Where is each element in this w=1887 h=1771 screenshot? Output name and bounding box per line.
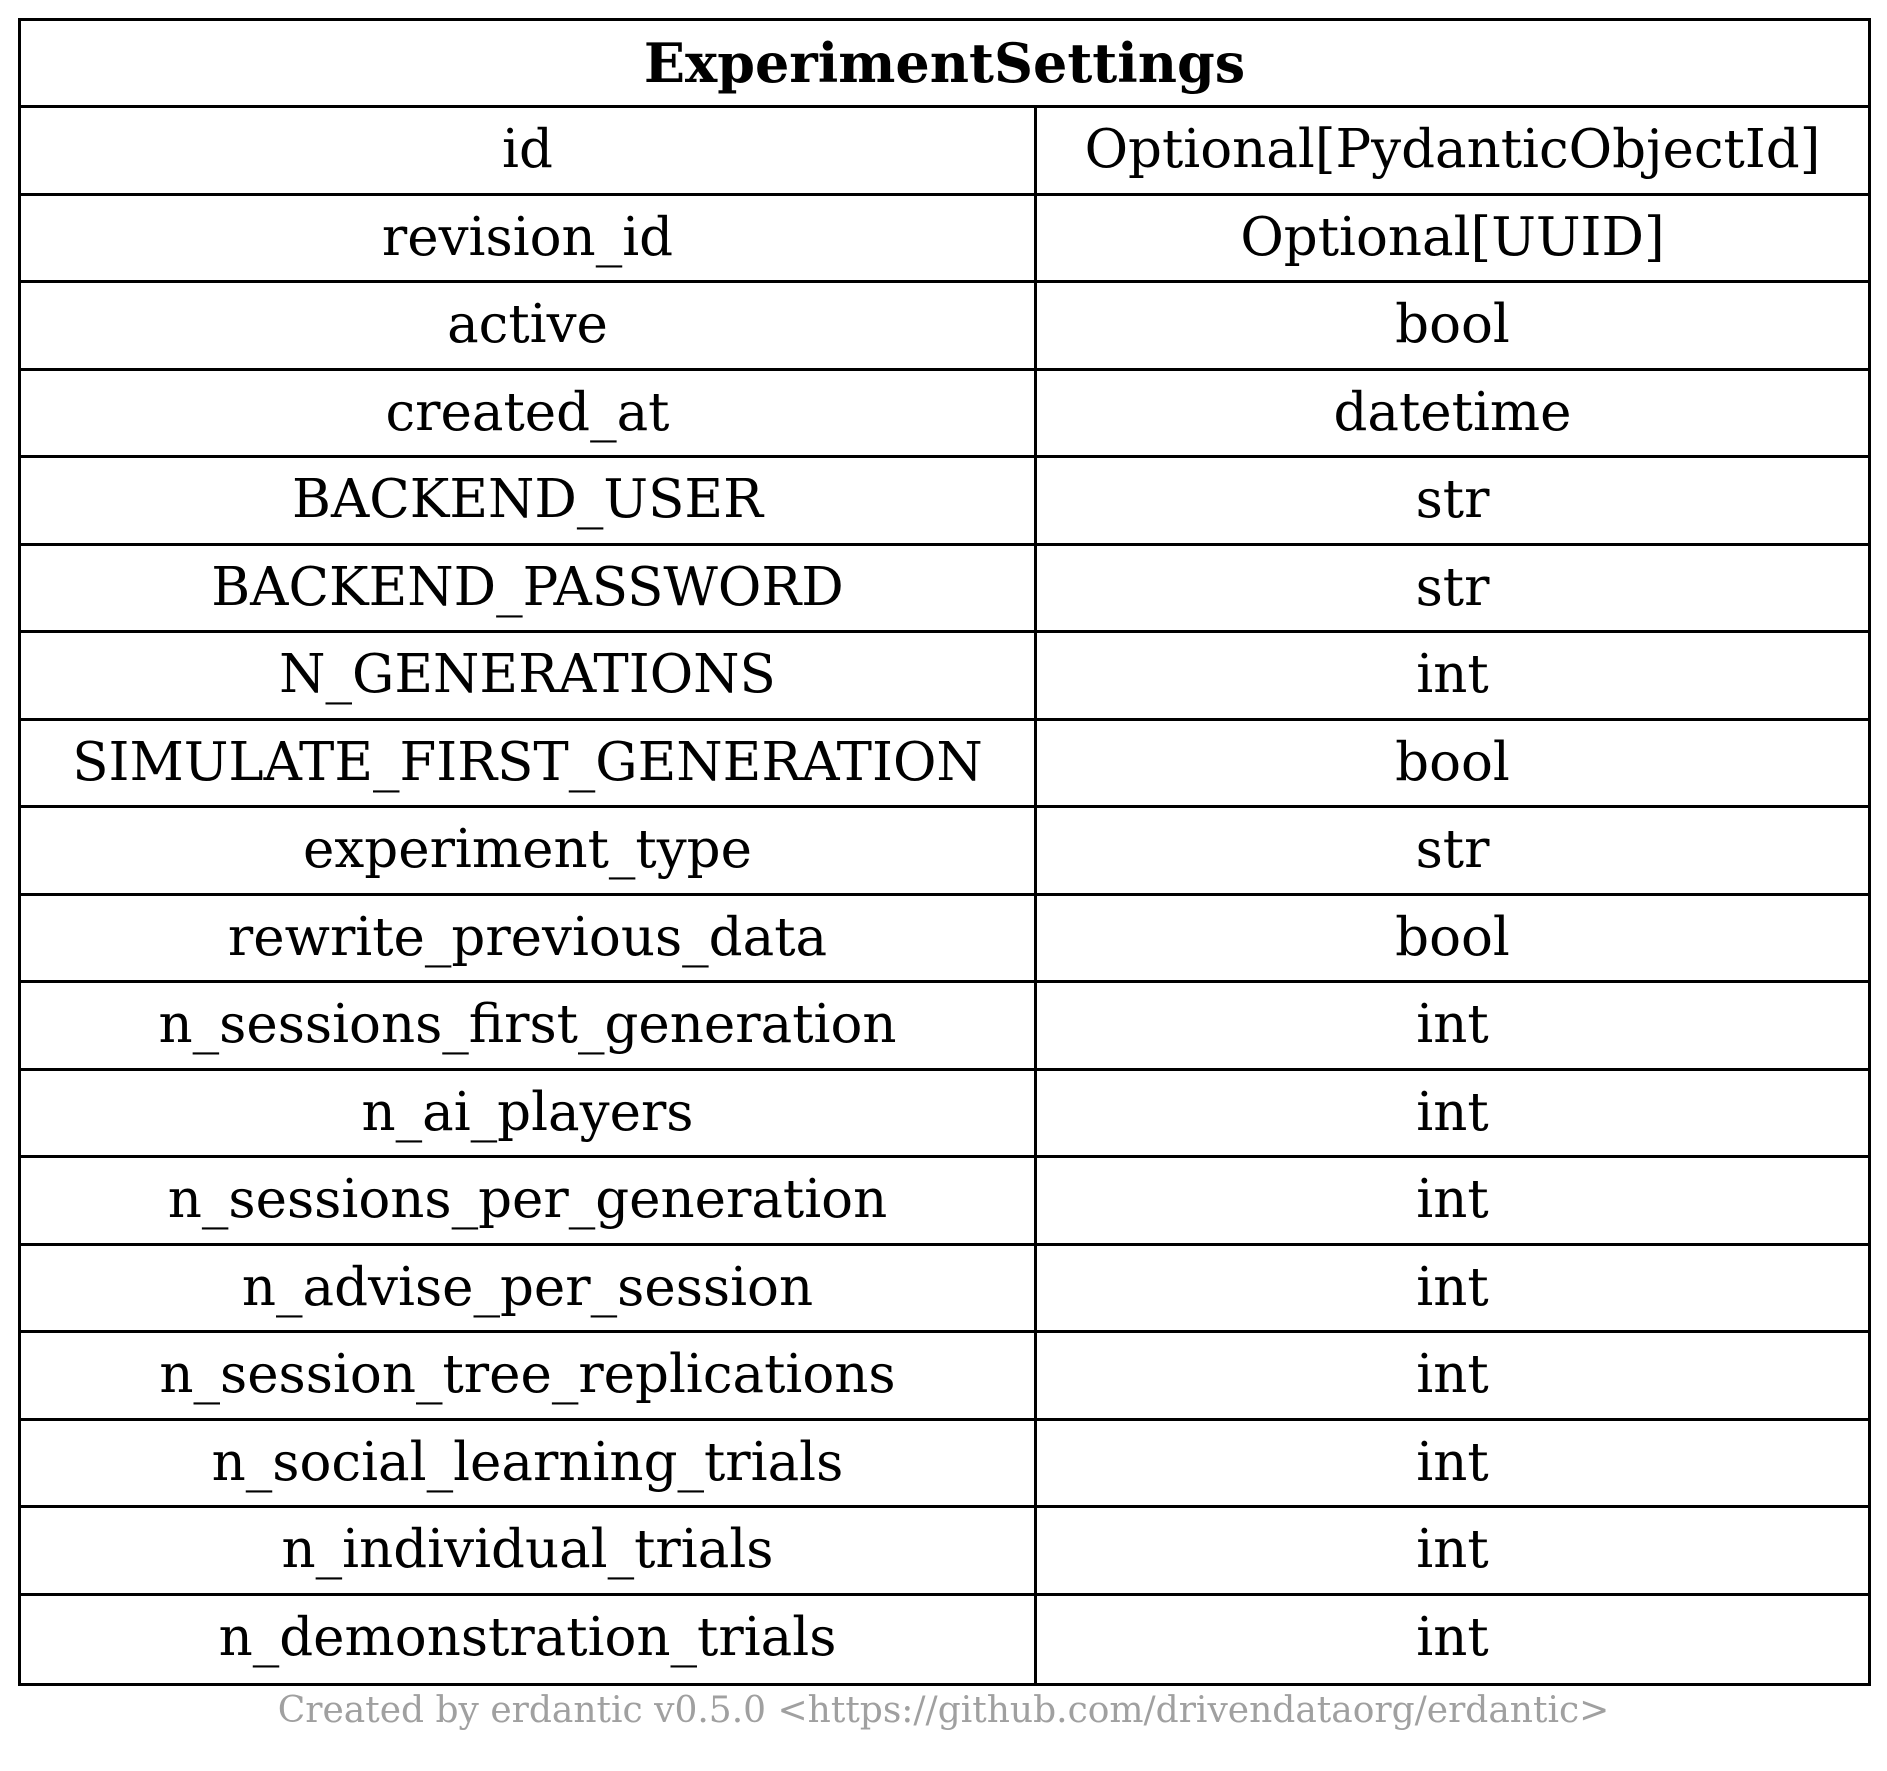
- field-type: int: [1416, 1431, 1489, 1493]
- field-type: datetime: [1333, 381, 1572, 443]
- field-type: int: [1416, 1256, 1489, 1318]
- field-type: bool: [1395, 906, 1510, 968]
- field-type: Optional[UUID]: [1240, 206, 1665, 268]
- field-type: int: [1416, 1344, 1489, 1405]
- field-name: n_individual_trials: [21, 1508, 1037, 1593]
- field-name: n_advise_per_session: [21, 1245, 1037, 1330]
- field-row: n_session_tree_replications int: [21, 1333, 1868, 1421]
- field-type: int: [1416, 1169, 1489, 1230]
- field-name: BACKEND_PASSWORD: [21, 545, 1037, 630]
- field-type: int: [1416, 1519, 1489, 1580]
- field-row: N_GENERATIONS int: [21, 633, 1868, 721]
- field-type: str: [1415, 556, 1490, 618]
- field-type: int: [1416, 1081, 1489, 1143]
- field-name: n_social_learning_trials: [21, 1420, 1037, 1505]
- field-type: bool: [1395, 731, 1510, 793]
- field-name: SIMULATE_FIRST_GENERATION: [21, 720, 1037, 805]
- field-type: int: [1416, 1606, 1489, 1668]
- field-name: N_GENERATIONS: [21, 633, 1037, 718]
- field-type: bool: [1395, 294, 1510, 355]
- field-row: n_social_learning_trials int: [21, 1420, 1868, 1508]
- field-name: BACKEND_USER: [21, 458, 1037, 543]
- field-row: n_sessions_per_generation int: [21, 1158, 1868, 1246]
- entity-title: ExperimentSettings: [21, 21, 1868, 108]
- field-type: int: [1416, 644, 1489, 705]
- field-name: n_ai_players: [21, 1070, 1037, 1155]
- field-row: n_individual_trials int: [21, 1508, 1868, 1596]
- field-name: n_sessions_per_generation: [21, 1158, 1037, 1243]
- footer-credit: Created by erdantic v0.5.0 <https://gith…: [277, 1690, 1610, 1731]
- field-type: Optional[PydanticObjectId]: [1084, 119, 1821, 180]
- field-name: experiment_type: [21, 808, 1037, 893]
- field-list: id Optional[PydanticObjectId] revision_id O…: [21, 108, 1868, 1683]
- field-row: n_ai_players int: [21, 1070, 1868, 1158]
- field-row: n_sessions_first_generation int: [21, 983, 1868, 1071]
- field-row: SIMULATE_FIRST_GENERATION bool: [21, 720, 1868, 808]
- field-name: active: [21, 283, 1037, 368]
- field-name: n_session_tree_replications: [21, 1333, 1037, 1418]
- field-row: active bool: [21, 283, 1868, 371]
- field-type: int: [1416, 994, 1489, 1055]
- field-type: str: [1415, 819, 1490, 880]
- field-row: experiment_type str: [21, 808, 1868, 896]
- field-row: BACKEND_PASSWORD str: [21, 545, 1868, 633]
- field-row: n_demonstration_trials int: [21, 1595, 1868, 1683]
- field-name: id: [21, 108, 1037, 193]
- field-row: BACKEND_USER str: [21, 458, 1868, 546]
- field-row: id Optional[PydanticObjectId]: [21, 108, 1868, 196]
- entity-table: ExperimentSettings id Optional[PydanticOb…: [18, 18, 1871, 1686]
- field-name: revision_id: [21, 195, 1037, 280]
- field-type: str: [1415, 469, 1490, 530]
- field-row: rewrite_previous_data bool: [21, 895, 1868, 983]
- field-name: n_sessions_first_generation: [21, 983, 1037, 1068]
- field-name: created_at: [21, 370, 1037, 455]
- field-name: n_demonstration_trials: [21, 1595, 1037, 1683]
- field-row: created_at datetime: [21, 370, 1868, 458]
- field-row: n_advise_per_session int: [21, 1245, 1868, 1333]
- field-name: rewrite_previous_data: [21, 895, 1037, 980]
- field-row: revision_id Optional[UUID]: [21, 195, 1868, 283]
